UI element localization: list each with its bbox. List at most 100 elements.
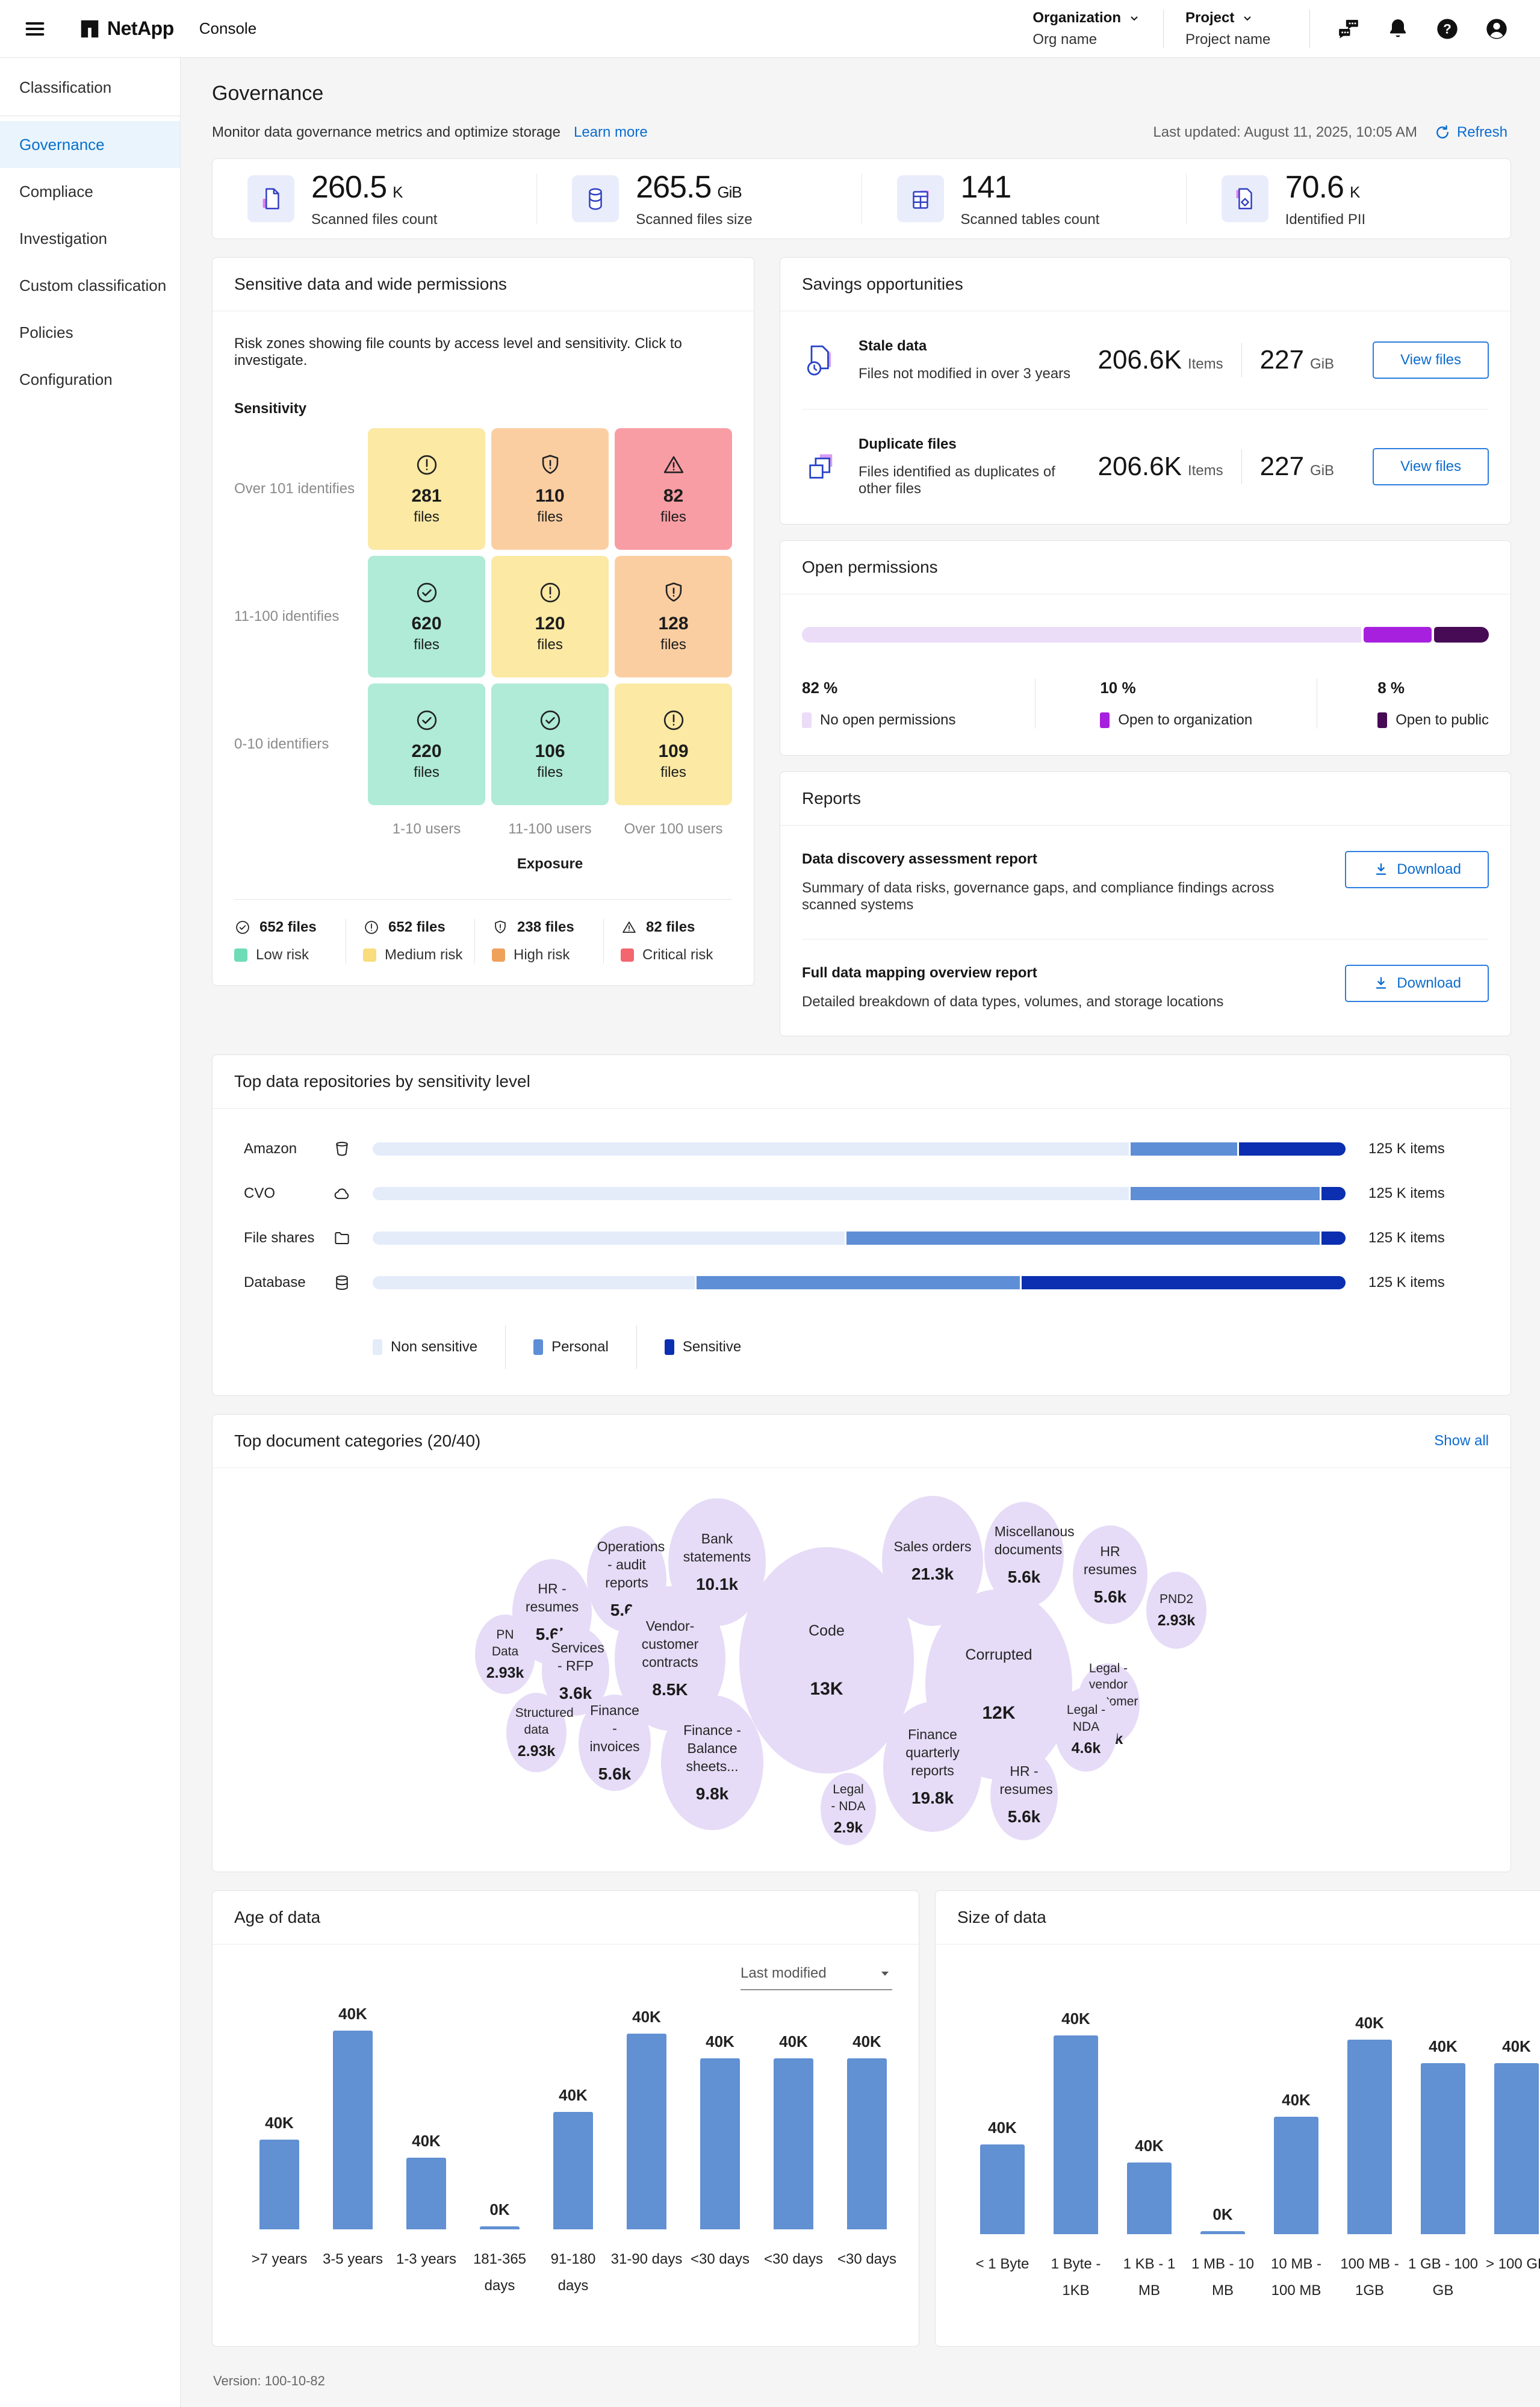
learn-more-link[interactable]: Learn more [573, 124, 648, 140]
category-bubble-hr-resumes[interactable]: HR - resumes 5.6k [990, 1749, 1058, 1840]
sidebar-item-governance[interactable]: Governance [0, 121, 180, 168]
shield-exclamation-icon [538, 452, 563, 486]
bar-value-label: 40K [1502, 2037, 1531, 2055]
bubble-value: 4.6k [1071, 1739, 1101, 1757]
bubble-value: 8.5K [652, 1680, 688, 1699]
heatmap-cell-medium[interactable]: 109 files [615, 683, 732, 805]
organization-picker[interactable]: Organization Org name [1032, 10, 1141, 48]
last-updated-text: Last updated: August 11, 2025, 10:05 AM [1153, 124, 1417, 140]
bubble-value: 5.6k [598, 1764, 632, 1783]
category-bubble-legal-nda[interactable]: Legal - NDA 4.6k [1055, 1687, 1117, 1772]
legend-swatch [373, 1339, 382, 1355]
last-modified-dropdown[interactable]: Last modified [741, 1965, 892, 1990]
heatmap-description: Risk zones showing file counts by access… [234, 335, 682, 369]
view-files-button[interactable]: View files [1373, 448, 1489, 485]
sensitivity-legend-non-sensitive: Non sensitive [373, 1325, 505, 1369]
category-bubble-pn-data[interactable]: PN Data 2.93k [475, 1615, 535, 1694]
repository-stacked-bar [373, 1276, 1346, 1289]
organization-label: Organization [1032, 9, 1121, 26]
refresh-button[interactable]: Refresh [1430, 123, 1511, 142]
size-bar-chart: 40K < 1 Byte 40K 1 Byte - 1KB 40K 1 KB - 1 MB… [962, 2010, 1540, 2318]
show-all-link[interactable]: Show all [1434, 1433, 1489, 1449]
user-account-button[interactable] [1480, 12, 1514, 46]
category-bubble-finance-quarterly-reports[interactable]: Finance quarterly reports 19.8k [883, 1702, 982, 1832]
bar-value-label: 40K [412, 2132, 441, 2150]
heatmap-cell-medium[interactable]: 281 files [368, 428, 485, 550]
bar-column-181-365-days: 0K 181-365 days [463, 2200, 536, 2314]
view-files-button[interactable]: View files [1373, 341, 1489, 379]
bubble-value: 9.8k [695, 1784, 729, 1803]
bar-column-30-days: 40K <30 days [683, 2032, 757, 2314]
sidebar-item-configuration[interactable]: Configuration [19, 370, 113, 388]
card-title: Open permissions [802, 558, 938, 576]
check-circle-icon [234, 919, 251, 936]
bar-x-label: 1 MB - 10 MB [1191, 2256, 1255, 2299]
sidebar-item-classification[interactable]: Classification [19, 78, 112, 96]
category-bubble-pnd2[interactable]: PND2 2.93k [1146, 1572, 1206, 1649]
legend-swatch [664, 1339, 674, 1355]
category-bubble-legal-nda[interactable]: Legal - NDA 2.9k [821, 1773, 876, 1845]
cell-suffix: files [537, 637, 563, 653]
repo-segment [373, 1276, 695, 1289]
heatmap-cell-critical[interactable]: 82 files [615, 428, 732, 550]
cell-count: 82 [663, 486, 684, 506]
bar [1274, 2117, 1318, 2234]
project-picker[interactable]: Project Project name [1185, 10, 1288, 48]
sidebar-item-compliace[interactable]: Compliace [19, 182, 93, 201]
triangle-exclamation-icon [621, 919, 638, 936]
bar [847, 2058, 887, 2229]
permissions-segment-open-to-organization [1364, 627, 1432, 643]
category-bubble-structured-data[interactable]: Structured data 2.93k [506, 1693, 574, 1772]
heatmap-cell-low[interactable]: 620 files [368, 556, 485, 677]
category-bubble-hr-resumes[interactable]: HR resumes 5.6k [1073, 1525, 1147, 1624]
repo-segment [1022, 1276, 1346, 1289]
card-title: Reports [802, 789, 862, 808]
sidebar-item-investigation[interactable]: Investigation [19, 229, 107, 248]
heatmap-cell-low[interactable]: 106 files [491, 683, 609, 805]
legend-swatch [1377, 712, 1388, 728]
bar-value-label: 40K [265, 2114, 294, 2132]
sidebar-item-custom-classification[interactable]: Custom classification [19, 276, 167, 294]
bell-icon [1389, 19, 1406, 37]
bubble-value: 5.6k [1007, 1807, 1041, 1826]
cell-suffix: files [660, 764, 686, 780]
heatmap-cell-high[interactable]: 128 files [615, 556, 732, 677]
category-bubble-code[interactable]: Code 13K [739, 1547, 914, 1773]
bar-value-label: 40K [338, 2005, 367, 2023]
category-bubble-finance-balance-sheets[interactable]: Finance - Balance sheets... 9.8k [661, 1695, 763, 1830]
page-title: Governance [212, 82, 324, 105]
sensitivity-legend-sensitive: Sensitive [636, 1325, 769, 1369]
bar [259, 2140, 299, 2229]
refresh-icon [1436, 125, 1448, 139]
card-title: Top document categories (20/40) [234, 1431, 481, 1450]
heatmap-cell-high[interactable]: 110 files [491, 428, 609, 550]
bubble-value: 2.93k [486, 1664, 524, 1681]
bar-column-30-days: 40K <30 days [830, 2032, 904, 2314]
feedback-button[interactable] [1332, 12, 1365, 46]
bubble-chart: HR - resumes 5.6k Operations - audit repor… [213, 1471, 1511, 1868]
card-title: Size of data [957, 1908, 1046, 1926]
divider [1309, 9, 1310, 48]
heatmap-cell-medium[interactable]: 120 files [491, 556, 609, 677]
category-bubble-finance-invoices[interactable]: Finance - invoices 5.6k [579, 1695, 651, 1791]
hamburger-menu-button[interactable] [18, 12, 52, 46]
notifications-button[interactable] [1381, 12, 1415, 46]
heatmap-cell-low[interactable]: 220 files [368, 683, 485, 805]
download-button[interactable]: Download [1345, 965, 1489, 1002]
repository-stacked-bar [373, 1187, 1346, 1200]
download-button[interactable]: Download [1345, 851, 1489, 888]
bar-x-label: <30 days [690, 2251, 750, 2267]
permissions-legend-no-open-permissions: 82 % No open permissions [802, 679, 956, 728]
table-icon [896, 175, 944, 222]
heatmap-column-label: 11-100 users [508, 821, 592, 837]
chevron-down-icon [1244, 16, 1252, 20]
sidebar-item-policies[interactable]: Policies [19, 323, 73, 341]
svg-text:?: ? [1443, 21, 1452, 36]
bubble-value: 5.6k [1007, 1567, 1041, 1586]
cell-count: 220 [411, 741, 442, 761]
permissions-legend-open-to-organization: 10 % Open to organization [1035, 679, 1317, 729]
exclamation-circle-icon [661, 708, 686, 741]
bar-x-label: 100 MB - 1GB [1340, 2256, 1399, 2299]
repository-items-count: 125 K items [1368, 1230, 1445, 1246]
help-button[interactable]: ? [1430, 12, 1464, 46]
